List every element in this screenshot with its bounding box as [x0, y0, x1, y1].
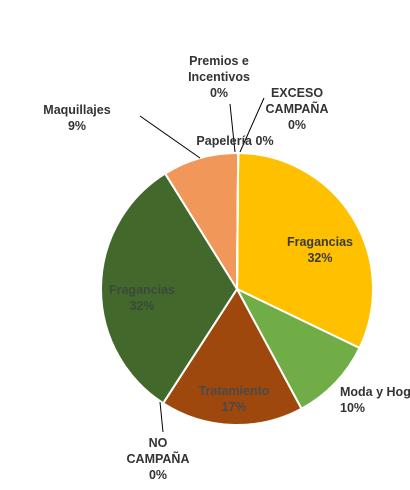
data-label-7-line-0: Papelería 0%: [196, 134, 273, 148]
data-label-5-line-1: 9%: [68, 119, 86, 133]
data-label-4-line-0: Fragancias: [109, 283, 175, 297]
pie-slice-fragancias-4: [100, 172, 239, 405]
data-label-3: NO CAMPAÑA 0%: [127, 436, 190, 482]
data-label-6-line-2: 0%: [210, 86, 228, 100]
data-label-5-line-0: Maquillajes: [43, 103, 110, 117]
pie-slice-moda-y-hog-1: [234, 286, 361, 411]
leader-line-3: [159, 401, 164, 433]
pie-slice-tratamiento-2: [161, 287, 303, 426]
data-label-7: Papelería 0%: [196, 134, 273, 148]
data-label-4-line-1: 32%: [129, 299, 154, 313]
data-label-8-line-1: CAMPAÑA: [266, 101, 329, 116]
leader-line-8: [239, 97, 265, 153]
data-label-8-line-0: EXCESO: [271, 86, 323, 100]
data-label-3-line-1: CAMPAÑA: [127, 451, 190, 466]
data-label-1-line-1: 10%: [340, 401, 365, 415]
data-label-3-line-0: NO: [149, 436, 168, 450]
data-label-2-line-1: 17%: [221, 400, 246, 414]
data-label-5: Maquillajes 9%: [43, 103, 110, 133]
data-label-1-line-0: Moda y Hog: [340, 385, 410, 399]
data-label-0: Fragancias 32%: [287, 235, 353, 265]
data-label-6-line-1: Incentivos: [188, 70, 250, 84]
data-label-8: EXCESO CAMPAÑA 0%: [266, 86, 329, 132]
pie-slice-exceso-campana-8: [236, 153, 240, 290]
data-label-2-line-0: Tratamiento: [199, 384, 270, 398]
data-label-1: Moda y Hog 10%: [340, 385, 410, 415]
leader-line-6: [229, 103, 236, 153]
data-label-6: Premios e Incentivos 0%: [188, 54, 250, 100]
data-label-0-line-0: Fragancias: [287, 235, 353, 249]
data-label-3-line-2: 0%: [149, 468, 167, 482]
leader-line-5: [139, 115, 201, 159]
data-label-0-line-1: 32%: [307, 251, 332, 265]
data-label-6-line-0: Premios e: [189, 54, 249, 68]
data-label-8-line-2: 0%: [288, 118, 306, 132]
pie-slice-fragancias-0: [235, 152, 374, 350]
data-label-4: Fragancias 32%: [109, 283, 175, 313]
data-label-2: Tratamiento 17%: [199, 384, 270, 414]
